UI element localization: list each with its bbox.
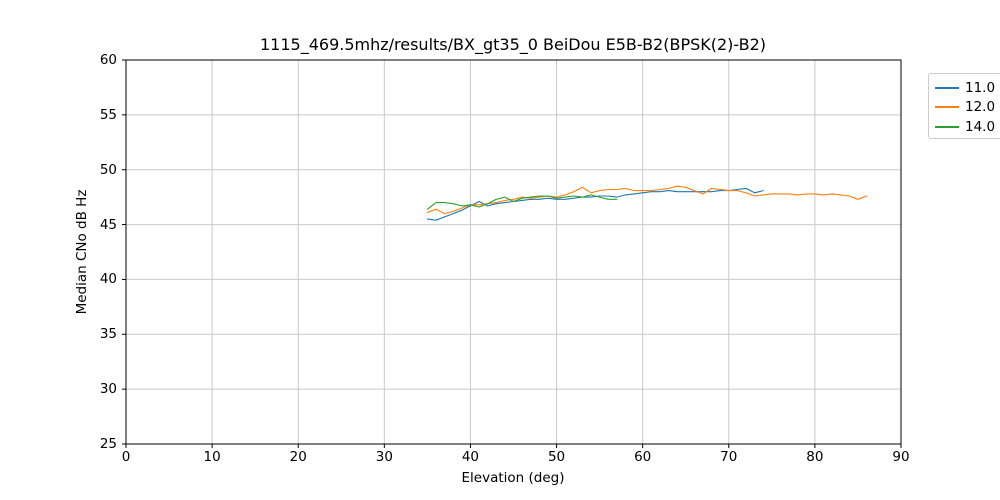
plot-border (125, 59, 902, 445)
legend-line-sample-icon (935, 125, 959, 128)
x-axis-label: Elevation (deg) (461, 470, 565, 486)
legend-label: 14.0 (965, 118, 996, 135)
series-line-14.0 (426, 194, 618, 210)
legend-entry: 11.0 (935, 78, 1000, 98)
series-line-12.0 (426, 185, 868, 215)
chart-title: 1115_469.5mhz/results/BX_gt35_0 BeiDou E… (259, 35, 767, 54)
legend-line-sample-icon (935, 86, 959, 89)
legend: 11.0 12.0 14.0 (928, 73, 1000, 139)
y-axis-label: Median CNo dB Hz (74, 189, 90, 315)
legend-entry: 12.0 (935, 98, 1000, 118)
legend-line-sample-icon (935, 106, 959, 109)
legend-label: 11.0 (965, 79, 996, 96)
legend-label: 12.0 (965, 99, 996, 116)
legend-entry: 14.0 (935, 117, 1000, 137)
